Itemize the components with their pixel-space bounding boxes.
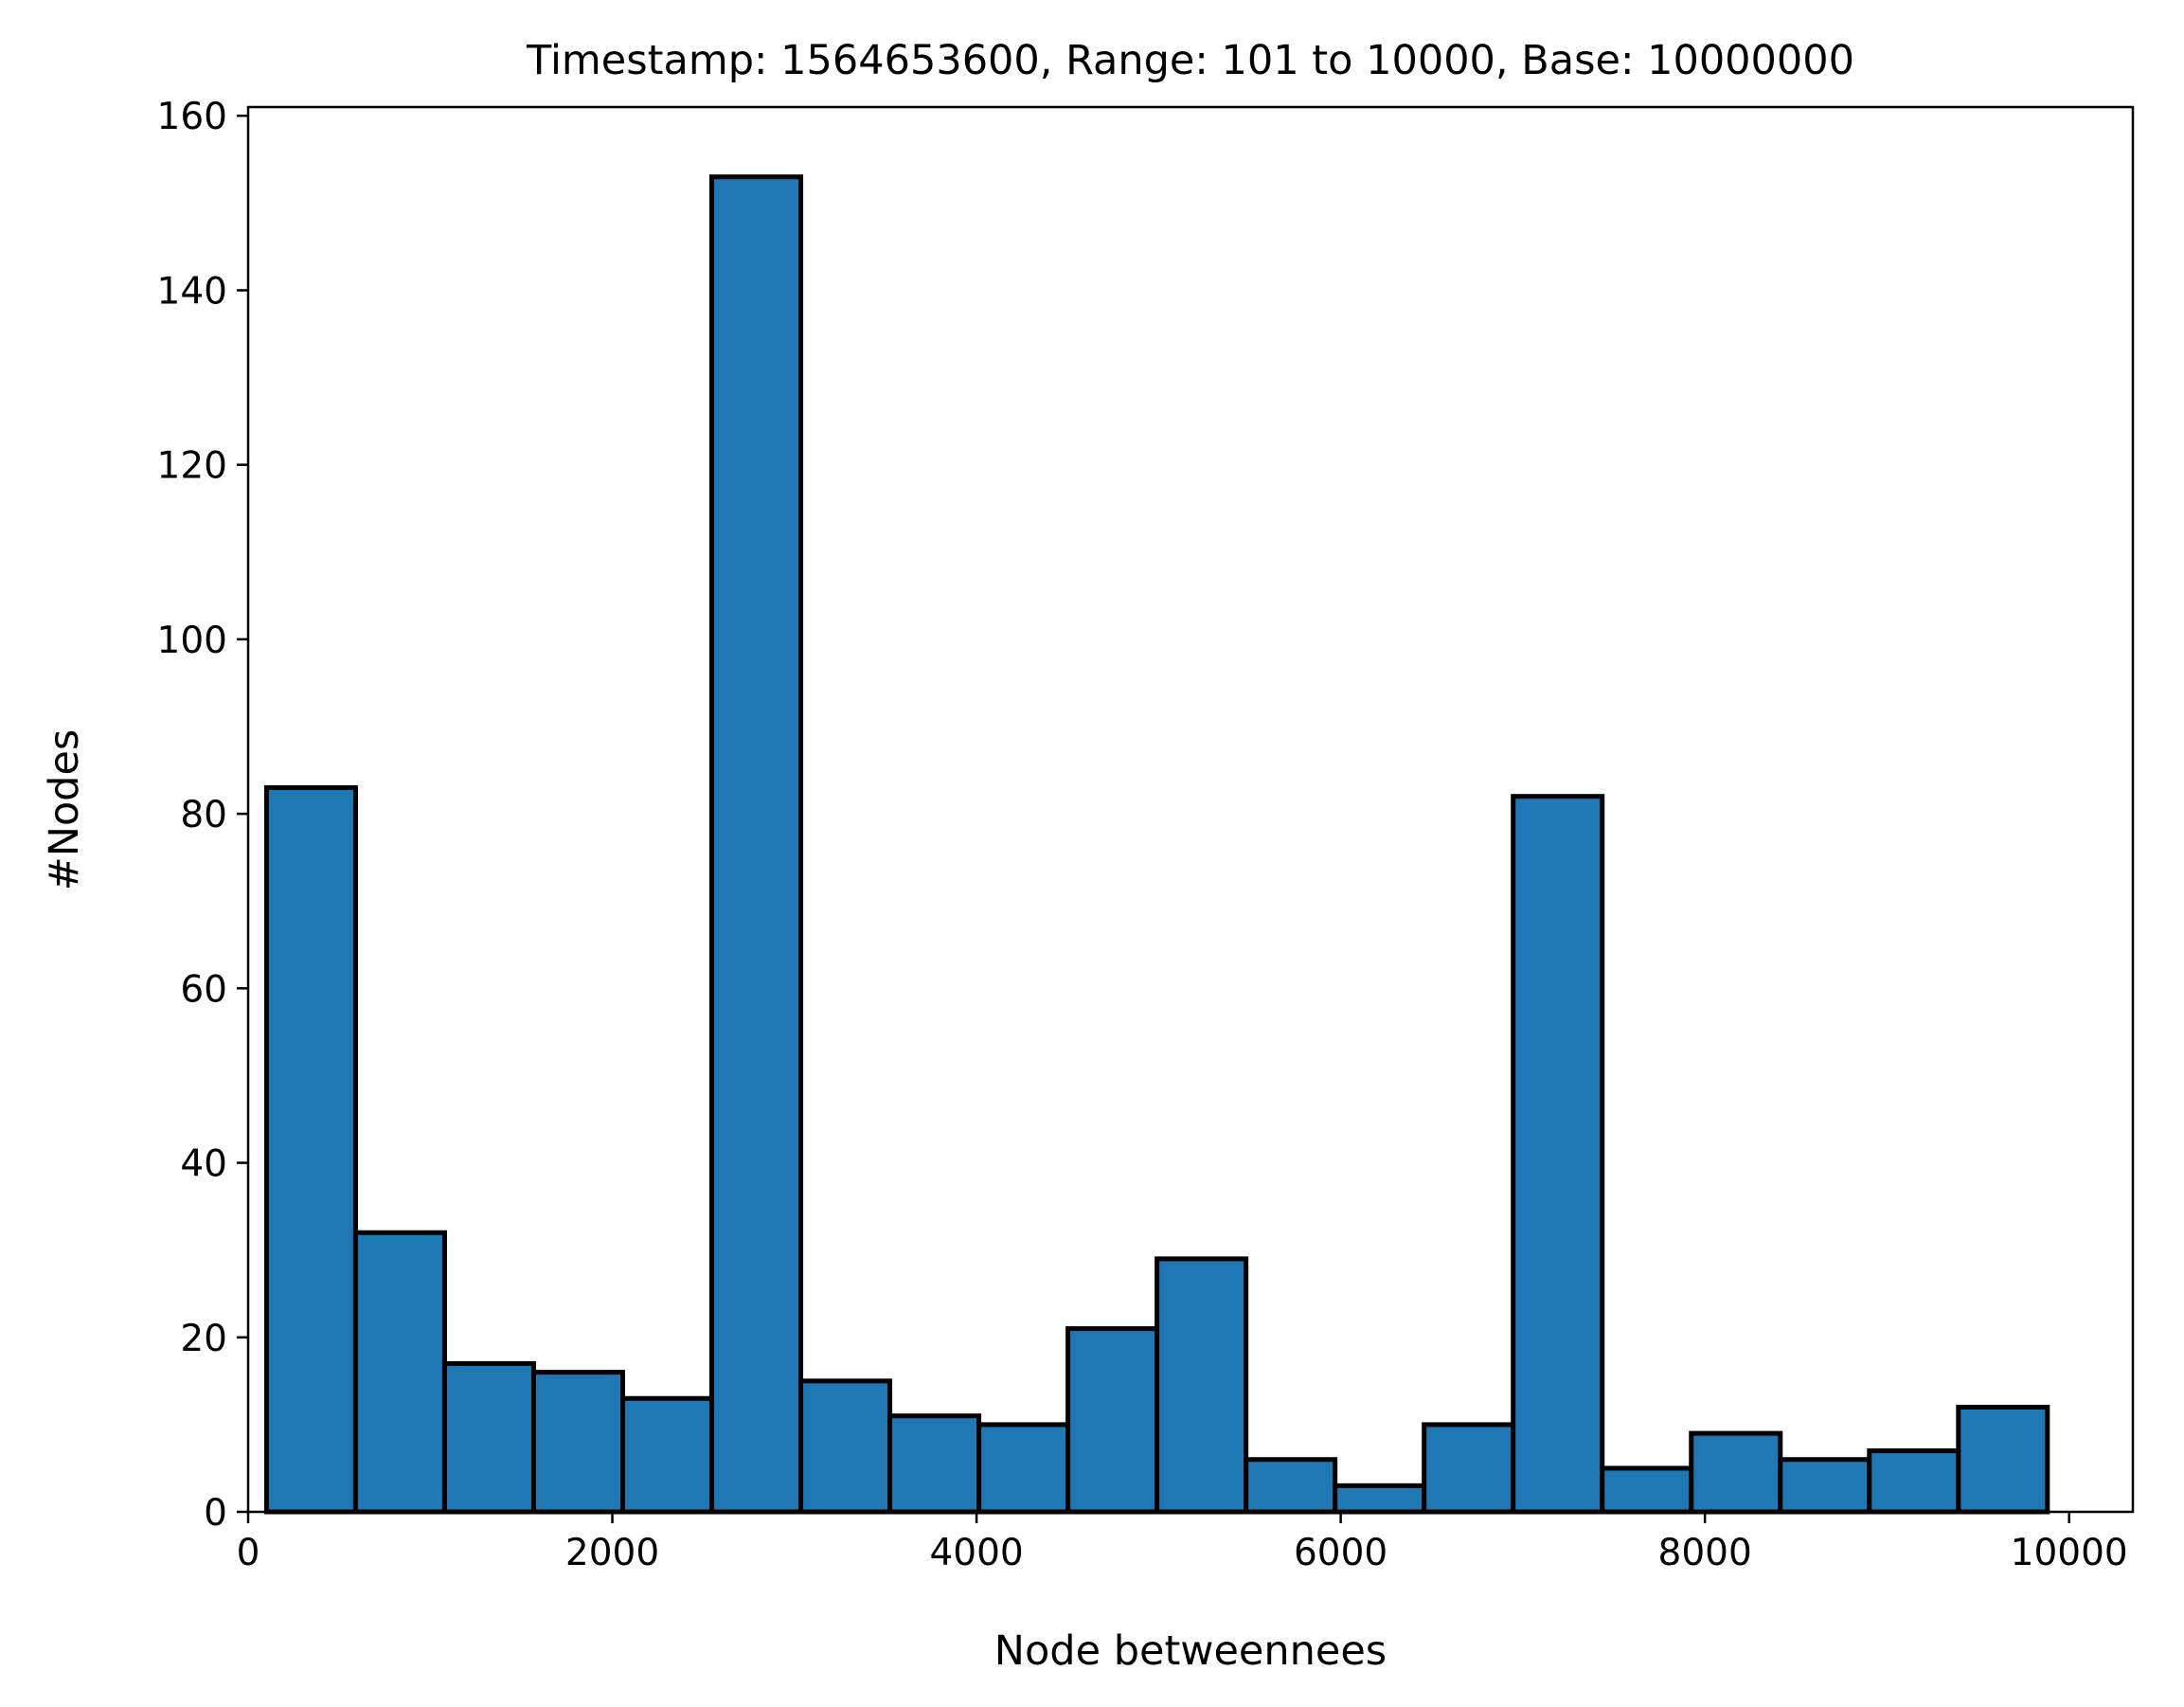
histogram-bar bbox=[1689, 1430, 1783, 1515]
y-tick-label: 160 bbox=[157, 96, 227, 138]
histogram-bar bbox=[352, 1230, 447, 1515]
x-tick-label: 6000 bbox=[1294, 1532, 1387, 1574]
histogram-bar bbox=[1867, 1448, 1961, 1515]
y-tick-label: 100 bbox=[157, 620, 227, 662]
histogram-bar bbox=[441, 1360, 536, 1515]
y-tick-label: 140 bbox=[157, 270, 227, 313]
histogram-bar bbox=[1333, 1482, 1427, 1515]
histogram-bar bbox=[1511, 794, 1605, 1515]
histogram-bar bbox=[530, 1370, 626, 1515]
x-tick-label: 2000 bbox=[565, 1532, 659, 1574]
y-tick-label: 40 bbox=[180, 1143, 227, 1186]
y-tick-label: 0 bbox=[204, 1492, 227, 1535]
x-tick-label: 0 bbox=[237, 1532, 260, 1574]
histogram-bar bbox=[709, 174, 804, 1515]
bars-layer bbox=[263, 174, 2050, 1515]
x-axis-title: Node betweennees bbox=[994, 1627, 1387, 1675]
histogram-bar bbox=[1778, 1457, 1872, 1515]
histogram-bar bbox=[798, 1378, 893, 1515]
y-axis: 0 20 40 60 80 100 120 140 160 bbox=[157, 96, 248, 1535]
x-tick-label: 4000 bbox=[929, 1532, 1023, 1574]
histogram-bar bbox=[1155, 1256, 1249, 1515]
chart-title: Timestamp: 1564653600, Range: 101 to 100… bbox=[526, 37, 1854, 84]
histogram-bar bbox=[1600, 1465, 1694, 1515]
y-tick-label: 120 bbox=[157, 445, 227, 488]
histogram-bar bbox=[1244, 1457, 1338, 1515]
histogram-bar bbox=[1065, 1326, 1160, 1515]
y-tick-label: 80 bbox=[180, 794, 227, 836]
x-axis: 0 2000 4000 6000 8000 10000 bbox=[237, 1512, 2128, 1574]
histogram-bar bbox=[263, 784, 358, 1515]
x-tick-label: 10000 bbox=[2011, 1532, 2128, 1574]
histogram-bar bbox=[620, 1395, 715, 1515]
y-axis-title: #Nodes bbox=[41, 729, 88, 891]
y-tick-label: 60 bbox=[180, 968, 227, 1011]
histogram-bar bbox=[1956, 1404, 2050, 1515]
x-tick-label: 8000 bbox=[1658, 1532, 1752, 1574]
histogram-bar bbox=[1422, 1422, 1516, 1515]
plot-frame bbox=[246, 105, 2135, 1514]
y-tick-label: 20 bbox=[180, 1318, 227, 1360]
histogram-bar bbox=[887, 1413, 982, 1515]
histogram-bar bbox=[976, 1422, 1071, 1515]
